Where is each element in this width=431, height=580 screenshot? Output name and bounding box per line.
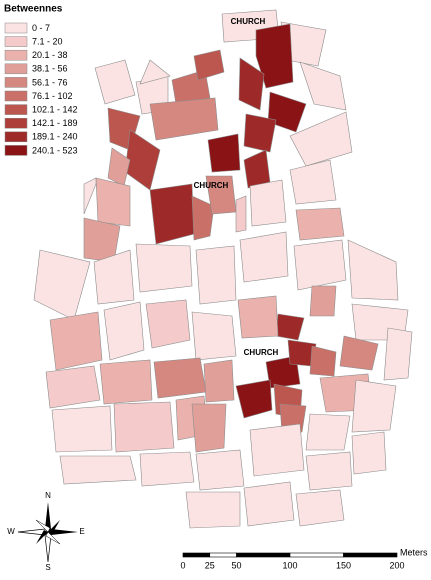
legend-label: 189.1 - 240 [32,132,78,142]
building [309,285,337,317]
building [191,311,237,361]
legend-swatch [4,77,28,88]
compass-s: S [45,563,50,572]
scale-segment [209,552,237,558]
legend-swatch [4,90,28,102]
compass-n: N [45,491,51,500]
building [305,451,353,491]
building [139,451,195,487]
building [249,179,287,227]
legend-label: 20.1 - 38 [32,50,68,60]
building [99,359,153,405]
church-label: CHURCH [244,348,279,357]
building [239,231,289,283]
building [113,401,175,453]
legend: 0 - 7 7.1 - 20 20.1 - 38 38.1 - 56 56.1 - 76… [4,22,78,156]
building [95,177,131,227]
building [207,133,241,173]
building [339,335,379,371]
building [235,195,247,233]
building [191,195,215,241]
building [45,365,101,409]
building [299,61,347,111]
legend-swatch [4,49,28,61]
building [195,245,237,305]
building [243,113,277,153]
building [185,491,241,529]
building [93,249,135,305]
building [149,183,195,245]
legend-label: 76.1 - 102 [32,91,73,101]
building [238,57,265,111]
scale-segment [236,552,291,558]
legend-label: 38.1 - 56 [32,64,68,74]
building [235,379,273,419]
legend-label: 102.1 - 142 [32,104,78,114]
scale-segment [289,552,344,558]
buildings [33,9,413,529]
building [139,59,171,85]
church-label: CHURCH [194,181,229,190]
building [51,405,113,453]
building [191,403,227,453]
building [153,357,207,399]
legend-label: 142.1 - 189 [32,118,78,128]
building [289,111,353,167]
building [94,59,136,105]
building [351,379,397,433]
building [237,295,279,339]
scale-unit: Meters [400,547,428,557]
building [149,97,219,141]
legend-swatch [4,131,28,143]
building [203,359,235,403]
building [383,327,413,381]
legend-swatch [4,22,28,34]
building [295,489,345,527]
building [309,345,337,377]
scale-label: 150 [336,560,351,570]
scale-label: 0 [180,560,185,570]
legend-label: 7.1 - 20 [32,36,63,46]
building [351,431,387,475]
building [135,243,193,293]
scale-label: 50 [231,560,241,570]
building [145,299,191,349]
building [195,449,245,491]
legend-label: 0 - 7 [32,23,50,33]
building [243,481,295,527]
building [193,49,225,81]
building [293,239,347,291]
building [267,91,307,133]
church-label: CHURCH [231,17,266,26]
legend-swatch [4,104,28,115]
legend-label: 240.1 - 523 [32,145,78,155]
building [249,423,305,477]
compass-w: W [7,527,15,536]
scale-segment [182,552,211,558]
building [289,159,337,205]
scale-segment [343,552,398,558]
legend-label: 56.1 - 76 [32,77,68,87]
scale-label: 200 [389,560,404,570]
scale-bar: 0 25 50 100 150 200 Meters [180,547,428,570]
building [49,311,103,371]
building [305,413,351,451]
compass-rose [17,502,78,563]
building [255,23,294,89]
legend-swatch [4,36,28,47]
building [59,455,137,485]
building [103,301,145,361]
building [347,239,399,301]
building [83,177,97,215]
scale-label: 100 [282,560,297,570]
legend-swatch [4,145,28,156]
legend-title: Betweennes [4,4,63,15]
building [295,207,345,241]
compass-e: E [79,527,84,536]
legend-swatch [4,63,28,75]
legend-swatch [4,117,28,129]
scale-label: 25 [205,560,215,570]
